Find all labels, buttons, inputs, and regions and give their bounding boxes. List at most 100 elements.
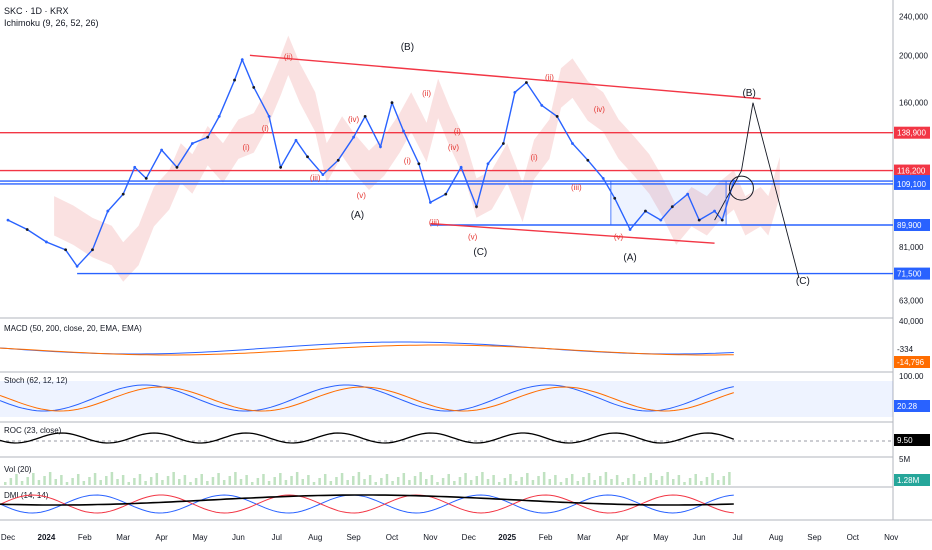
volume-bar [37,480,41,485]
price-point [555,114,559,118]
volume-bar [655,480,658,485]
wave-label-minor: (i) [404,157,411,166]
volume-bar [497,482,501,485]
pane-axis-tick: 100.00 [899,372,924,381]
volume-bar [239,479,243,485]
volume-bar [161,480,164,485]
price-point [336,158,340,162]
price-point [525,81,528,84]
volume-bar [138,474,142,485]
volume-bar [295,472,299,485]
volume-bar [615,475,619,485]
price-point [133,165,137,169]
price-point [352,135,355,139]
price-point [417,162,421,166]
volume-bar [340,473,344,485]
time-tick-label: Sep [807,533,822,542]
price-point [644,209,647,213]
volume-bar [419,472,422,485]
volume-bar [32,473,35,485]
price-point [217,114,221,118]
price-point [233,78,236,82]
price-tick-label: 200,000 [899,51,928,60]
indicator-value-badge [894,343,930,355]
channel-top-line [249,54,761,100]
volume-bar [380,478,383,485]
volume-bar [436,482,439,485]
wave-label: (C) [796,276,810,287]
price-point [190,142,194,145]
price-point [659,218,663,222]
volume-bar [520,477,523,485]
volume-bar [385,474,389,485]
volume-bar [71,478,74,485]
wave-label-minor: (i) [262,124,269,133]
volume-bar [121,475,125,485]
volume-bar [133,478,136,485]
indicator-value: 9.50 [897,436,913,445]
volume-bar [105,476,108,485]
range-box [610,180,727,226]
volume-bar [194,478,198,485]
target-circle [728,175,754,201]
volume-bar [469,480,473,485]
time-tick-label: Oct [386,533,399,542]
time-tick-label: Sep [346,533,361,542]
wave-label-minor: (v) [614,232,624,241]
price-point [160,148,164,152]
time-tick-label: Apr [155,533,168,542]
level-badge [894,267,930,280]
price-point [75,264,79,268]
stoch-label: Stoch (62, 12, 12) [4,376,68,385]
volume-bar [492,475,495,485]
volume-bar [127,482,130,485]
time-tick-label: Nov [884,533,898,542]
volume-bar [649,473,653,485]
volume-bar [4,482,7,485]
price-point [540,103,544,107]
volume-bar [705,477,709,485]
price-point [321,173,325,177]
stoch-d-line [0,386,734,412]
volume-bar [728,472,731,485]
volume-bar [464,473,467,485]
volume-bar [15,474,18,485]
volume-bar [93,473,97,485]
volume-bar [711,473,714,485]
time-tick-label: Aug [769,533,783,542]
volume-bar [9,478,13,485]
volume-bar [228,476,232,485]
price-point [444,192,448,196]
price-tick-label: 63,000 [899,296,924,305]
price-point [206,135,210,139]
price-point [486,162,490,166]
volume-bar [509,474,512,485]
dmi-plus-line [0,494,734,514]
price-point [429,201,432,204]
wave-label-minor: (iv) [594,105,605,114]
volume-bar [110,472,114,485]
price-point [252,85,256,89]
projection-path [714,102,800,279]
wave-label: (A) [623,253,636,264]
wave-label-minor: (i) [531,153,538,162]
wave-label-minor: (ii) [422,89,431,98]
time-tick-label: 2024 [38,533,56,542]
volume-bar [503,478,507,485]
volume-bar [20,481,24,485]
volume-bar [441,478,445,485]
volume-bar [76,474,80,485]
volume-bar [391,481,394,485]
volume-bar [144,481,147,485]
volume-bar [683,482,686,485]
price-point [601,176,605,180]
volume-bar [48,472,52,485]
ichimoku-cloud [54,35,780,282]
level-value: 116,200 [897,167,926,176]
stoch-band [0,381,893,417]
wave-label-minor: (iii) [429,218,440,227]
volume-bar [284,480,288,485]
volume-bar [722,476,726,485]
volume-bar [178,479,181,485]
